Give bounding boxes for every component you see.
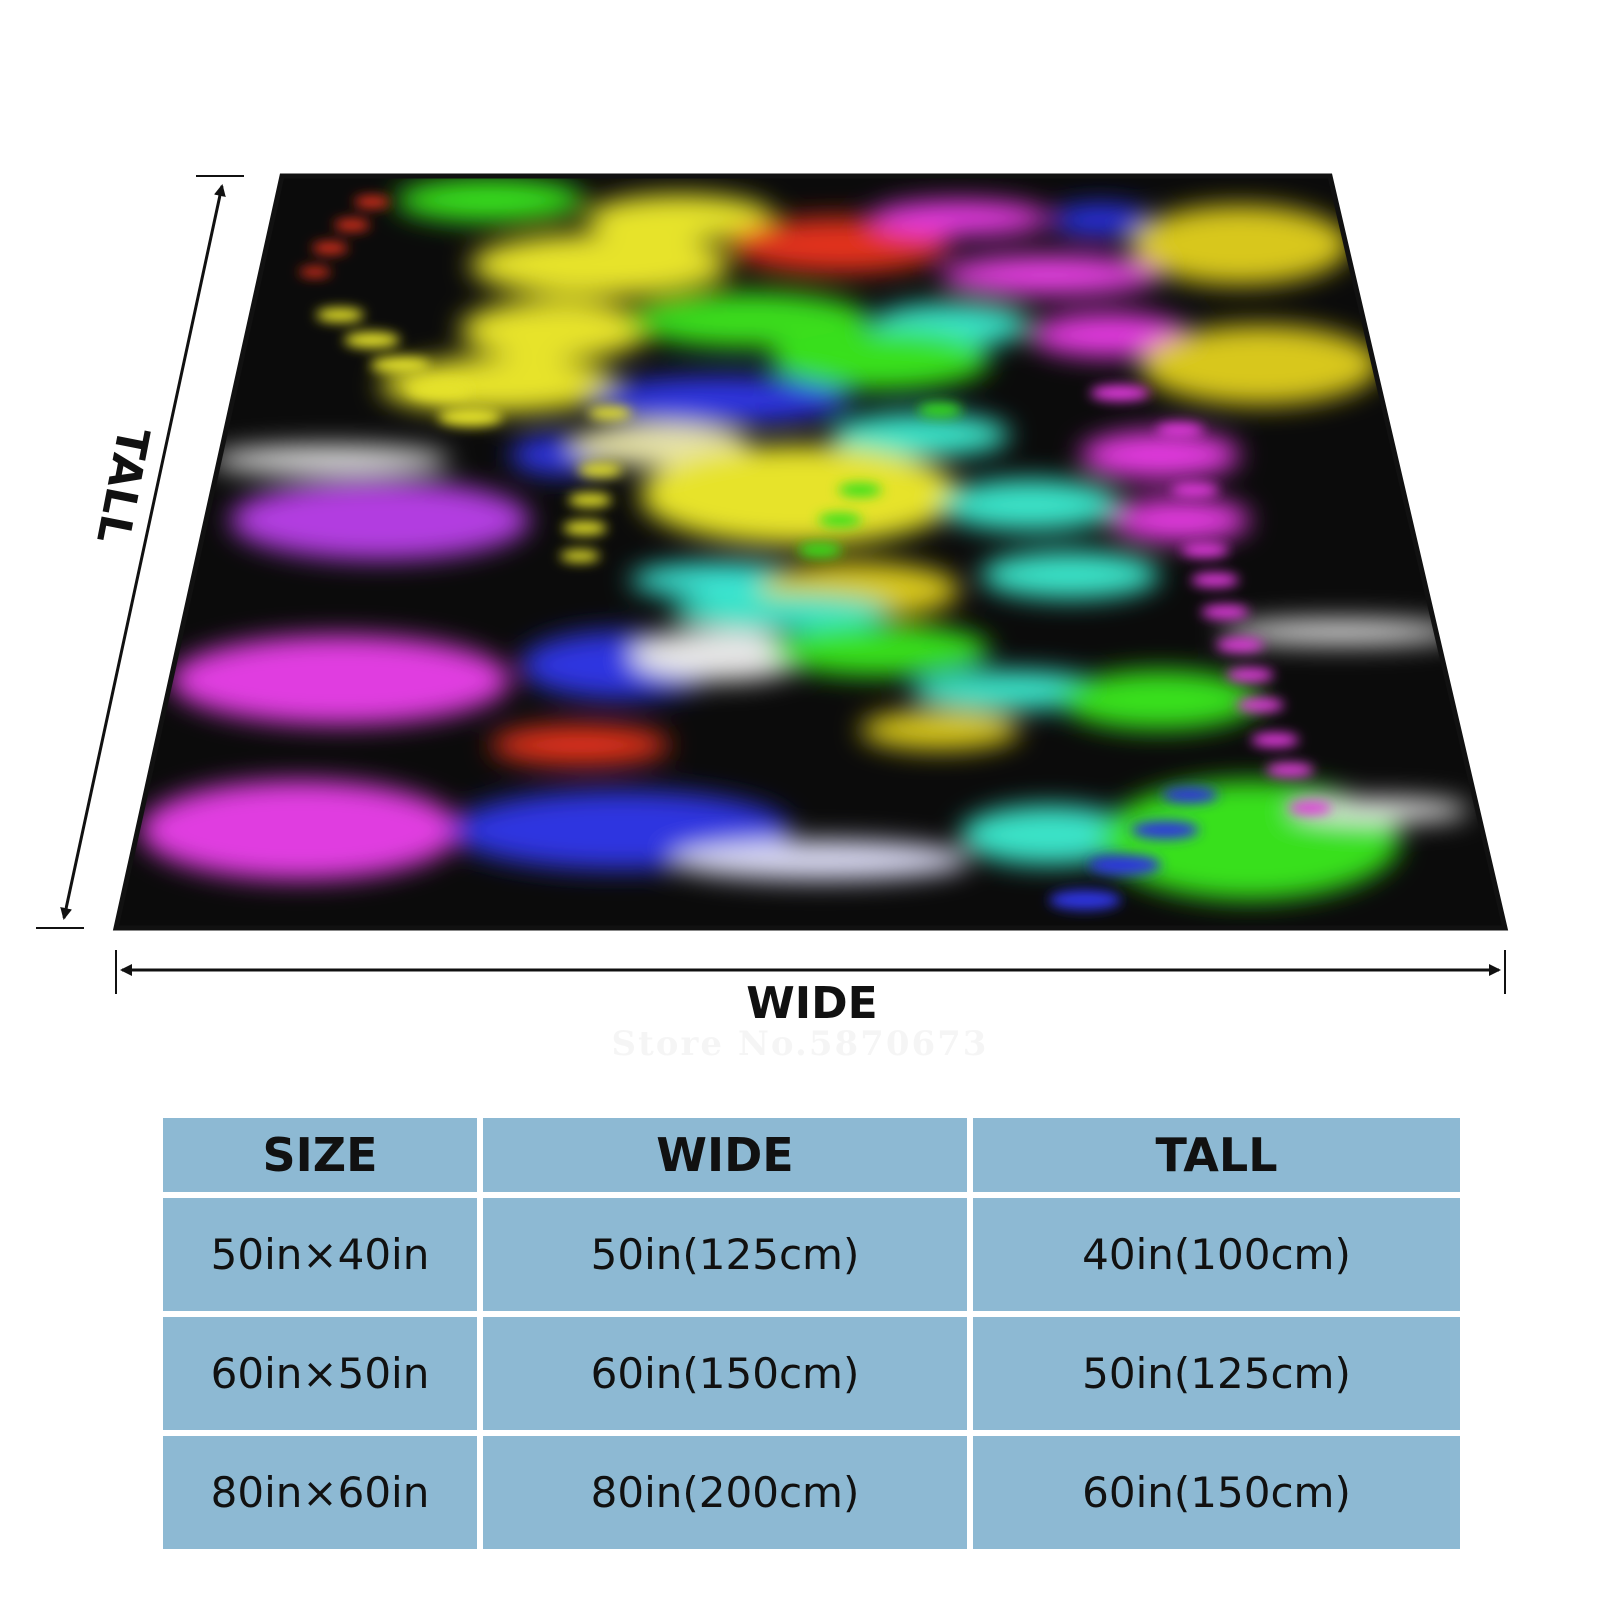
blanket-diagram: TALL WIDE Store No.5870673 [36,173,1509,1060]
tall-arrow [60,184,226,920]
table-row: 50in×40in 50in(125cm) 40in(100cm) [163,1198,1460,1311]
table-header-row: SIZE WIDE TALL [163,1118,1460,1192]
cell-size: 60in×50in [163,1317,477,1430]
watermark-text: Store No.5870673 [612,1024,989,1060]
header-wide: WIDE [483,1118,967,1192]
blanket-image [112,173,1509,931]
table-row: 60in×50in 60in(150cm) 50in(125cm) [163,1317,1460,1430]
cell-tall: 50in(125cm) [973,1317,1460,1430]
size-table: SIZE WIDE TALL 50in×40in 50in(125cm) 40i… [157,1112,1466,1555]
cell-size: 50in×40in [163,1198,477,1311]
cell-tall: 60in(150cm) [973,1436,1460,1549]
cell-size: 80in×60in [163,1436,477,1549]
table-row: 80in×60in 80in(200cm) 60in(150cm) [163,1436,1460,1549]
header-tall: TALL [973,1118,1460,1192]
header-size: SIZE [163,1118,477,1192]
cell-wide: 50in(125cm) [483,1198,967,1311]
cell-wide: 80in(200cm) [483,1436,967,1549]
cell-tall: 40in(100cm) [973,1198,1460,1311]
wide-dimension: WIDE [115,950,1506,1029]
cell-wide: 60in(150cm) [483,1317,967,1430]
wide-label: WIDE [746,978,877,1029]
